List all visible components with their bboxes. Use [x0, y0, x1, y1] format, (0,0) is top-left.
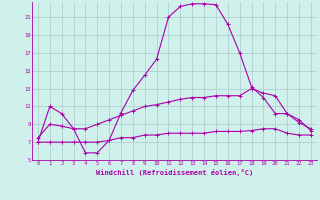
X-axis label: Windchill (Refroidissement éolien,°C): Windchill (Refroidissement éolien,°C)	[96, 169, 253, 176]
